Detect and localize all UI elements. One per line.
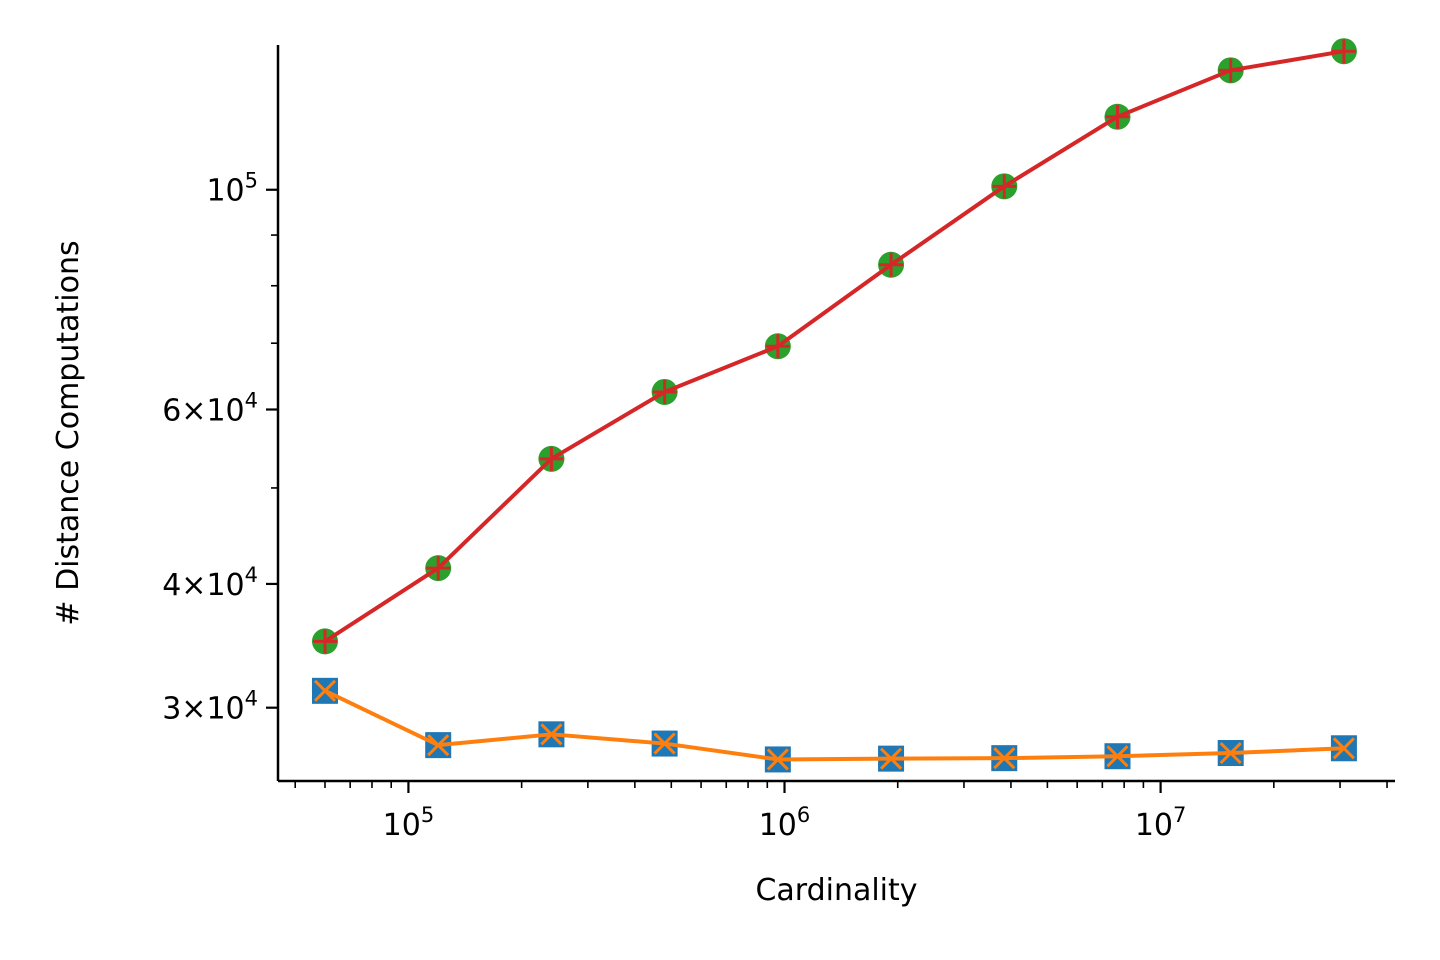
data-point-x: [993, 747, 1016, 770]
data-point-x: [879, 747, 903, 770]
data-point-plus: [992, 174, 1017, 199]
data-point-x: [313, 679, 337, 702]
data-point-plus: [426, 556, 451, 581]
y-tick-label: 3×104: [162, 687, 258, 727]
data-point-plus: [312, 629, 337, 654]
series-1-plus: [312, 39, 1356, 654]
series-line: [324, 689, 1345, 762]
y-major-ticks: 3×104 4×104 6×104 105: [162, 169, 278, 727]
y-axis-title: # Distance Computations: [51, 240, 86, 625]
y-tick-label: 105: [206, 169, 258, 209]
series-layer: [311, 38, 1357, 773]
data-point-plus: [879, 252, 904, 277]
y-tick-label: 4×104: [162, 563, 258, 603]
data-point-plus: [1331, 39, 1356, 64]
data-point-x: [766, 748, 789, 771]
x-tick-label: 105: [383, 803, 435, 843]
series-0-circle: [311, 38, 1357, 655]
series-3-x: [313, 679, 1355, 771]
data-point-plus: [652, 379, 677, 404]
data-point-plus: [1105, 104, 1130, 129]
y-tick-label: 6×104: [162, 389, 258, 429]
x-tick-label: 106: [759, 803, 811, 843]
x-tick-label: 107: [1135, 803, 1187, 843]
data-point-x: [427, 734, 450, 757]
series-line: [323, 49, 1345, 644]
data-point-x: [540, 723, 563, 746]
data-point-x: [1106, 745, 1129, 768]
data-point-x: [1332, 737, 1355, 760]
data-point-x: [1219, 741, 1242, 765]
x-axis-title: Cardinality: [755, 873, 917, 908]
data-point-x: [653, 732, 676, 755]
data-point-plus: [765, 334, 790, 359]
data-point-plus: [539, 446, 564, 471]
x-major-ticks: 105 106 107: [383, 781, 1187, 843]
data-point-plus: [1218, 58, 1243, 83]
